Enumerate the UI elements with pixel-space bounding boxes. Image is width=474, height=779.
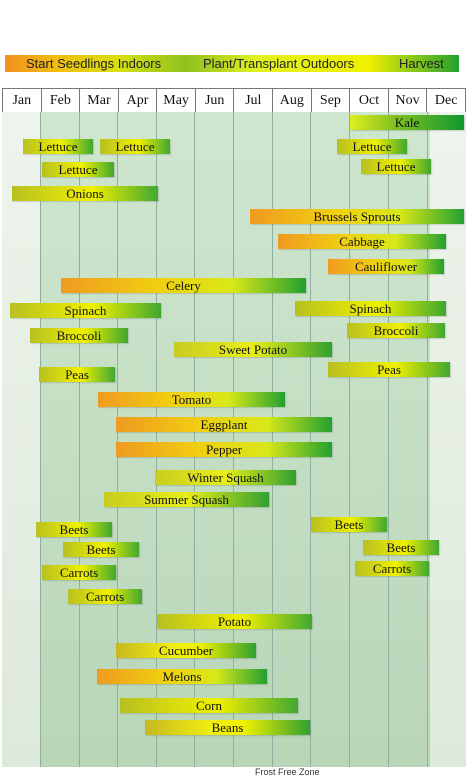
month-feb: Feb <box>42 89 81 112</box>
crop-bar-lettuce: Lettuce <box>361 159 431 174</box>
month-jan: Jan <box>2 89 42 112</box>
crop-bar-broccoli: Broccoli <box>347 323 445 338</box>
month-dec: Dec <box>427 89 466 112</box>
legend-start-seedlings: Start Seedlings Indoors <box>26 56 162 71</box>
crop-bar-summer-squash: Summer Squash <box>104 492 269 507</box>
month-jun: Jun <box>196 89 235 112</box>
crop-bar-lettuce: Lettuce <box>337 139 407 154</box>
month-sep: Sep <box>312 89 351 112</box>
crop-bar-lettuce: Lettuce <box>42 162 114 177</box>
grid-line <box>117 112 118 767</box>
grid-line <box>40 112 41 767</box>
crop-bar-beets: Beets <box>36 522 112 537</box>
crop-bar-carrots: Carrots <box>68 589 142 604</box>
crop-bar-tomato: Tomato <box>98 392 285 407</box>
crop-bar-winter-squash: Winter Squash <box>155 470 296 485</box>
grid-line <box>272 112 273 767</box>
crop-bar-beans: Beans <box>145 720 310 735</box>
legend-harvest: Harvest <box>399 56 444 71</box>
month-aug: Aug <box>273 89 312 112</box>
grid-line <box>156 112 157 767</box>
crop-bar-onions: Onions <box>12 186 158 201</box>
crop-bar-eggplant: Eggplant <box>116 417 332 432</box>
crop-bar-peas: Peas <box>39 367 115 382</box>
crop-bar-kale: Kale <box>350 115 464 130</box>
crop-bar-cauliflower: Cauliflower <box>328 259 444 274</box>
crop-bar-carrots: Carrots <box>355 561 429 576</box>
crop-bar-beets: Beets <box>63 542 139 557</box>
crop-bar-melons: Melons <box>97 669 267 684</box>
crop-bar-spinach: Spinach <box>295 301 446 316</box>
crop-bar-beets: Beets <box>311 517 387 532</box>
grid-line <box>427 112 428 767</box>
month-oct: Oct <box>350 89 389 112</box>
crop-bar-brussels-sprouts: Brussels Sprouts <box>250 209 464 224</box>
grid-line <box>194 112 195 767</box>
frost-free-zone-label: Frost Free Zone <box>255 767 320 777</box>
month-apr: Apr <box>119 89 158 112</box>
legend-plant-transplant: Plant/Transplant Outdoors <box>203 56 355 71</box>
crop-bar-corn: Corn <box>120 698 298 713</box>
crop-bar-peas: Peas <box>328 362 450 377</box>
crop-bar-lettuce: Lettuce <box>100 139 170 154</box>
legend-bar: Start Seedlings Indoors Plant/Transplant… <box>5 55 459 72</box>
crop-bar-beets: Beets <box>363 540 439 555</box>
crop-bar-pepper: Pepper <box>116 442 332 457</box>
crop-bar-celery: Celery <box>61 278 306 293</box>
crop-bar-sweet-potato: Sweet Potato <box>174 342 332 357</box>
month-may: May <box>157 89 196 112</box>
crop-bar-potato: Potato <box>157 614 312 629</box>
month-jul: Jul <box>234 89 274 112</box>
month-header: Jan Feb Mar Apr May Jun Jul Aug Sep Oct … <box>2 88 466 113</box>
month-mar: Mar <box>80 89 119 112</box>
month-nov: Nov <box>389 89 428 112</box>
grid-line <box>310 112 311 767</box>
crop-bar-carrots: Carrots <box>42 565 116 580</box>
grid-line <box>349 112 350 767</box>
crop-bar-spinach: Spinach <box>10 303 161 318</box>
grid-line <box>233 112 234 767</box>
crop-bar-cucumber: Cucumber <box>116 643 256 658</box>
crop-bar-lettuce: Lettuce <box>23 139 93 154</box>
grid-line <box>79 112 80 767</box>
crop-bar-cabbage: Cabbage <box>278 234 446 249</box>
crop-bar-broccoli: Broccoli <box>30 328 128 343</box>
grid-line <box>388 112 389 767</box>
